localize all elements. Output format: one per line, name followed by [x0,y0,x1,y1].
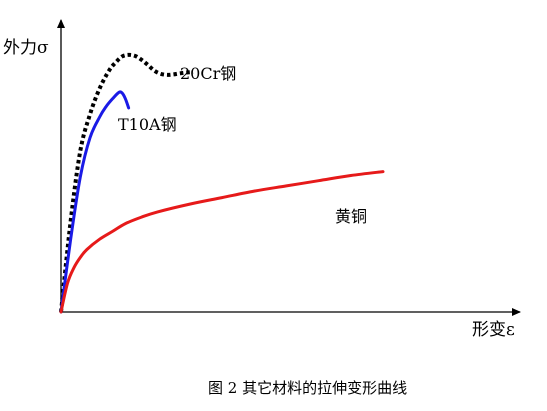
series-brass-line [59,170,385,314]
series-label-t10a: T10A钢 [118,115,177,134]
series-label-brass: 黄铜 [335,207,367,226]
y-axis-label: 外力σ [3,38,49,58]
series-20cr-steel-line [59,52,194,313]
series-t10a-steel-line [59,90,131,314]
series-layer [59,52,385,314]
chart-caption: 图 2 其它材料的拉伸变形曲线 [208,379,407,397]
x-axis-label: 形变ε [472,320,515,340]
series-label-20cr: 20Cr钢 [180,64,236,83]
